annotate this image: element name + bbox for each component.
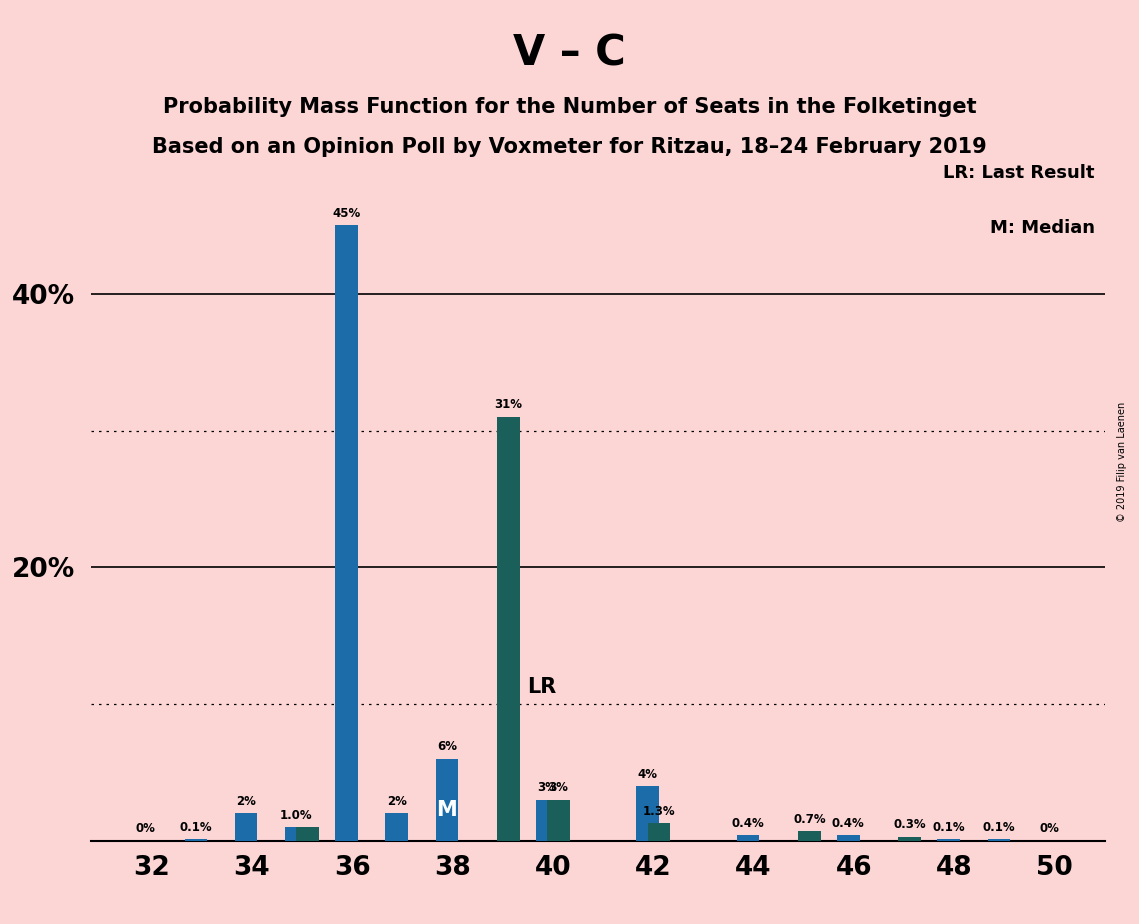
Text: M: M [436,800,457,821]
Bar [497,417,519,841]
Bar [837,835,860,841]
Bar [937,840,960,841]
Text: 1.3%: 1.3% [642,805,675,818]
Text: 0.4%: 0.4% [731,817,764,830]
Text: 1.0%: 1.0% [280,808,312,821]
Text: 3%: 3% [538,782,557,795]
Bar [737,835,760,841]
Text: Probability Mass Function for the Number of Seats in the Folketinget: Probability Mass Function for the Number… [163,97,976,117]
Text: M: Median: M: Median [990,219,1095,237]
Text: LR: LR [527,677,556,698]
Text: 3%: 3% [549,782,568,795]
Text: V – C: V – C [514,32,625,74]
Text: 0.3%: 0.3% [893,819,926,832]
Bar [535,800,558,841]
Bar [637,786,658,841]
Text: 0.7%: 0.7% [793,813,826,826]
Bar [547,800,570,841]
Text: 6%: 6% [436,740,457,753]
Bar [185,840,207,841]
Bar [296,827,319,841]
Bar [235,813,257,841]
Text: 0.4%: 0.4% [831,817,865,830]
Text: 31%: 31% [494,398,523,411]
Text: 45%: 45% [333,207,361,220]
Text: 0.1%: 0.1% [933,821,965,834]
Text: LR: Last Result: LR: Last Result [943,164,1095,182]
Text: 2%: 2% [386,795,407,808]
Bar [648,823,670,841]
Bar [335,225,358,841]
Text: 4%: 4% [638,768,657,781]
Bar [435,759,458,841]
Bar [899,837,921,841]
Text: Based on an Opinion Poll by Voxmeter for Ritzau, 18–24 February 2019: Based on an Opinion Poll by Voxmeter for… [153,137,986,157]
Text: 2%: 2% [236,795,256,808]
Text: 0.1%: 0.1% [983,821,1015,834]
Text: 0%: 0% [1039,822,1059,835]
Text: © 2019 Filip van Laenen: © 2019 Filip van Laenen [1117,402,1126,522]
Text: 0%: 0% [136,822,156,835]
Bar [385,813,408,841]
Bar [798,832,821,841]
Bar [285,827,308,841]
Bar [988,840,1010,841]
Text: 0.1%: 0.1% [180,821,212,834]
